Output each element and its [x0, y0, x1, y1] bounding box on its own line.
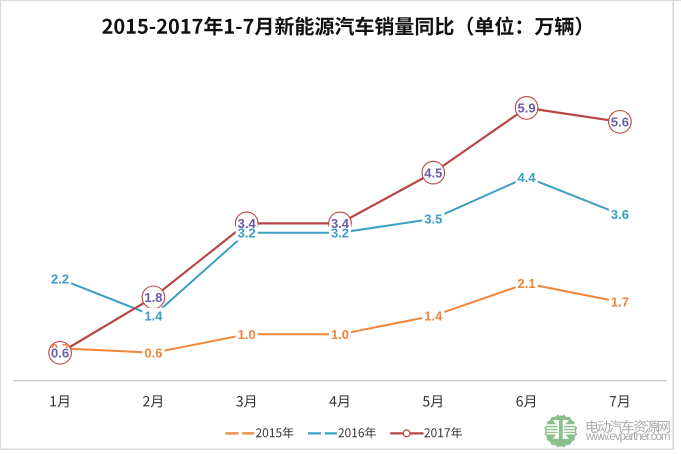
svg-text:1.4: 1.4 [144, 309, 163, 324]
svg-text:3.2: 3.2 [331, 225, 349, 240]
svg-text:3.4: 3.4 [238, 216, 257, 231]
svg-text:3.2: 3.2 [238, 225, 256, 240]
svg-text:www.evpartner.com: www.evpartner.com [585, 431, 671, 443]
svg-text:1.0: 1.0 [238, 327, 256, 342]
svg-text:0.6: 0.6 [51, 346, 69, 361]
svg-text:4.5: 4.5 [424, 165, 442, 180]
svg-text:4.4: 4.4 [518, 170, 537, 185]
svg-text:1.0: 1.0 [331, 327, 349, 342]
svg-text:1.7: 1.7 [611, 295, 629, 310]
svg-text:3.5: 3.5 [424, 212, 442, 227]
svg-text:3.4: 3.4 [331, 216, 350, 231]
svg-text:5.6: 5.6 [611, 115, 629, 130]
svg-text:1.4: 1.4 [424, 309, 443, 324]
svg-text:0.6: 0.6 [144, 346, 162, 361]
svg-text:2.1: 2.1 [518, 276, 536, 291]
svg-text:3.6: 3.6 [611, 207, 629, 222]
svg-text:1.8: 1.8 [144, 290, 162, 305]
svg-text:5.9: 5.9 [518, 101, 536, 116]
svg-text:2.2: 2.2 [51, 272, 69, 287]
